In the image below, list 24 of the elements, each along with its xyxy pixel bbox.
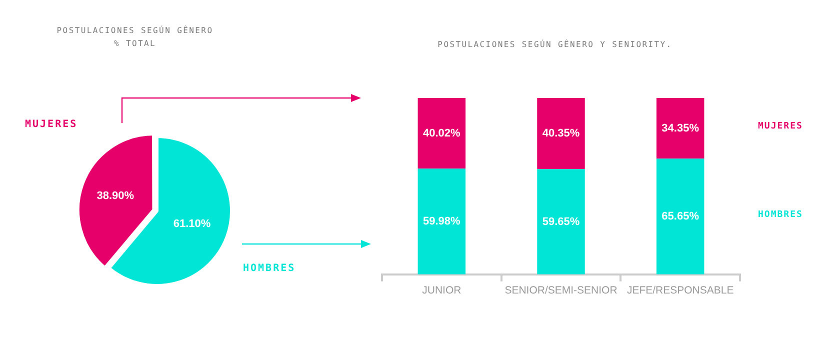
bar <box>537 169 585 274</box>
chart-title: POSTULACIONES SEGÚN GÊNERO <box>56 26 214 35</box>
x-tick-label: SENIOR/SEMI-SENIOR <box>504 284 618 297</box>
data-label: 34.35% <box>662 122 700 134</box>
slice-label: HOMBRES <box>243 263 296 274</box>
data-label: 38.90% <box>96 190 134 202</box>
bar <box>656 158 704 274</box>
data-label: 40.02% <box>423 127 461 140</box>
chart-title: POSTULACIONES SEGÚN GÊNERO Y SENIORITY. <box>438 40 672 49</box>
data-label: 59.98% <box>423 216 461 228</box>
bar <box>418 98 466 169</box>
x-tick-label: JEFE/RESPONSABLE <box>626 284 734 297</box>
bar <box>537 98 585 170</box>
data-label: 65.65% <box>662 210 700 223</box>
chart-subtitle: % TOTAL <box>114 39 156 48</box>
text: HOMBRES <box>758 210 803 220</box>
slice-label: MUJERES <box>25 119 78 130</box>
x-tick-label: JUNIOR <box>422 284 462 297</box>
data-label: 40.35% <box>542 128 580 140</box>
bar <box>418 168 466 274</box>
data-label: 61.10% <box>173 218 211 230</box>
text: MUJERES <box>758 122 803 132</box>
data-label: 59.65% <box>542 216 580 228</box>
bar <box>656 98 704 159</box>
